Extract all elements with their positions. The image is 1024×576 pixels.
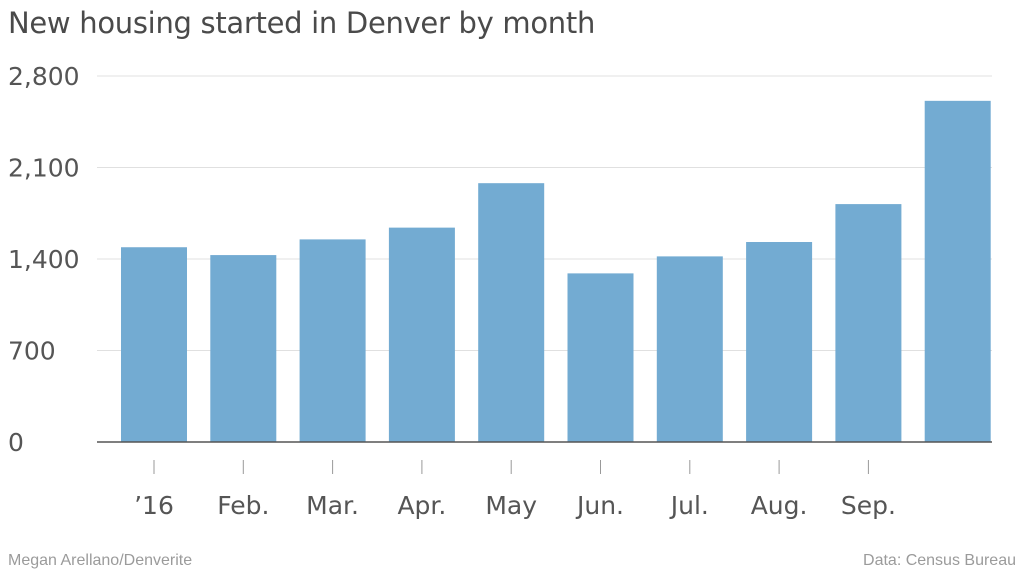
x-tick-label: May	[485, 491, 537, 520]
x-tick-label: Sep.	[841, 491, 896, 520]
y-tick-label: 2,100	[8, 154, 80, 183]
bar	[210, 255, 277, 442]
x-tick-label: Jun.	[575, 491, 624, 520]
y-tick-label: 0	[8, 428, 24, 457]
x-tick-label: Apr.	[397, 491, 446, 520]
x-tick-label: Mar.	[306, 491, 359, 520]
bar	[746, 242, 813, 442]
bar	[835, 204, 902, 442]
bar	[299, 239, 366, 442]
x-tick-label: Feb.	[217, 491, 269, 520]
y-axis-ticks: 0 700 1,400 2,100 2,800	[8, 62, 80, 457]
chart-title: New housing started in Denver by month	[8, 6, 596, 40]
x-axis: ’16 Feb. Mar. Apr. May Jun. Jul. Aug. Sep.	[97, 441, 992, 520]
bar	[567, 273, 634, 442]
source-text: Data: Census Bureau	[863, 552, 1016, 569]
y-tick-label: 700	[8, 337, 56, 366]
x-tick-label: ’16	[134, 491, 174, 520]
x-tick-label: Aug.	[751, 491, 808, 520]
y-tick-label: 2,800	[8, 62, 80, 91]
bar	[478, 183, 545, 442]
x-tick-label: Jul.	[669, 491, 709, 520]
bar	[924, 100, 991, 442]
y-tick-label: 1,400	[8, 245, 80, 274]
bar	[121, 247, 187, 442]
bar	[388, 227, 455, 442]
bars	[121, 100, 991, 442]
credit-text: Megan Arellano/Denverite	[8, 552, 193, 569]
bar	[656, 256, 723, 442]
